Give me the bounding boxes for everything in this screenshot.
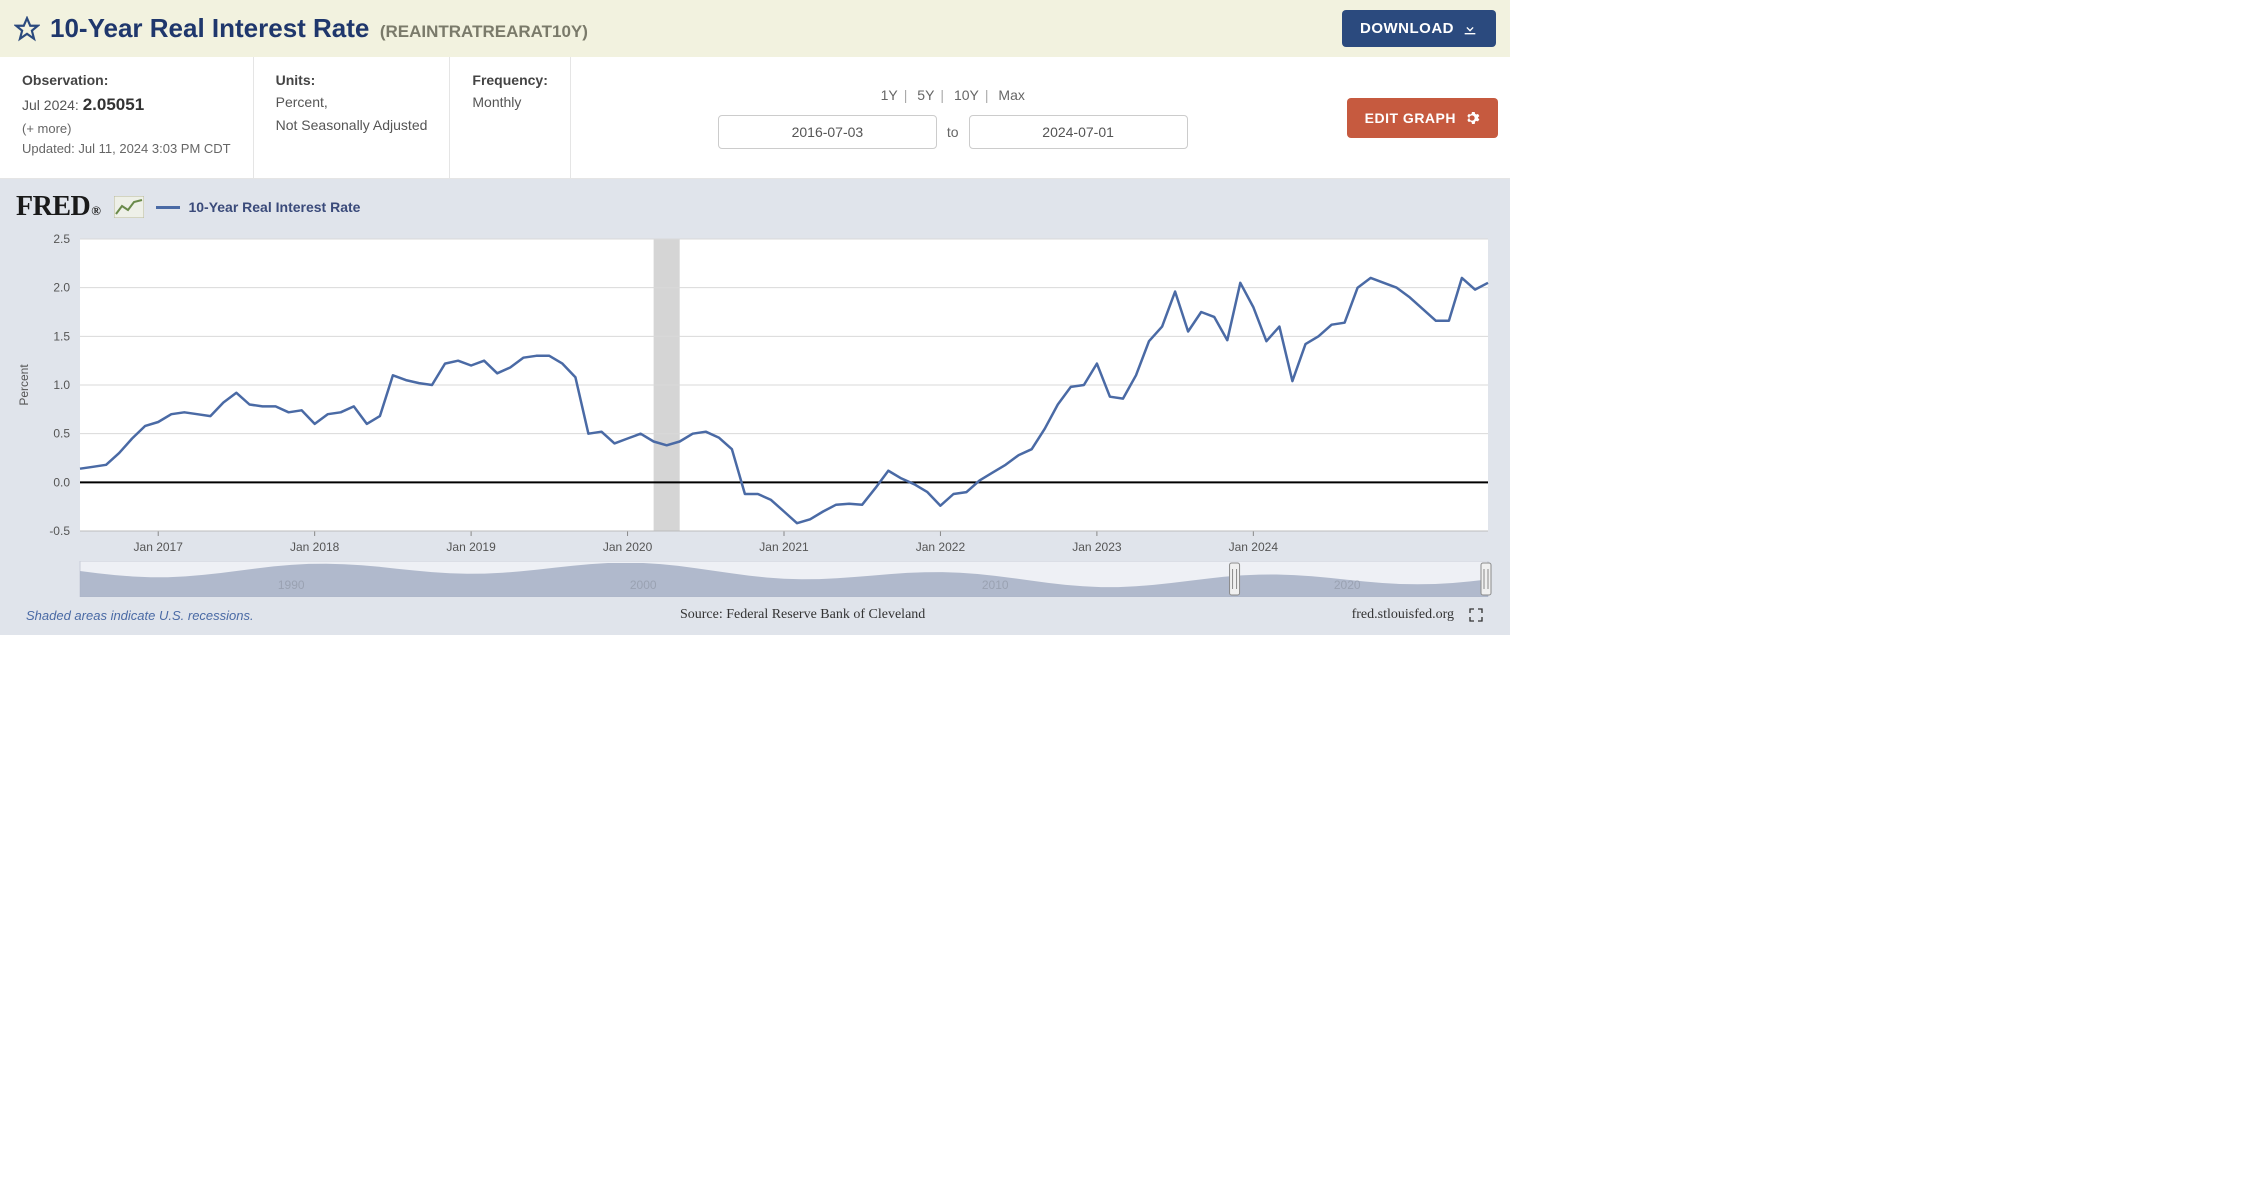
- download-label: DOWNLOAD: [1360, 20, 1454, 37]
- download-icon: [1462, 21, 1478, 37]
- svg-text:Jan 2024: Jan 2024: [1229, 540, 1279, 554]
- units-cell: Units: Percent, Not Seasonally Adjusted: [254, 57, 451, 178]
- svg-text:Jan 2022: Jan 2022: [916, 540, 966, 554]
- date-inputs: to: [718, 115, 1188, 149]
- edit-graph-button[interactable]: EDIT GRAPH: [1347, 98, 1498, 138]
- range-1y[interactable]: 1Y: [881, 87, 898, 103]
- svg-text:Jan 2020: Jan 2020: [603, 540, 653, 554]
- meta-row: Observation: Jul 2024: 2.05051 (+ more) …: [0, 57, 1510, 179]
- quick-range: 1Y| 5Y| 10Y| Max: [881, 87, 1025, 103]
- svg-text:Jan 2023: Jan 2023: [1072, 540, 1122, 554]
- svg-text:1.0: 1.0: [53, 378, 70, 392]
- svg-text:2020: 2020: [1334, 578, 1361, 592]
- series-title: 10-Year Real Interest Rate: [50, 13, 369, 43]
- series-heading: 10-Year Real Interest Rate (REAINTRATREA…: [50, 13, 588, 44]
- title-left: 10-Year Real Interest Rate (REAINTRATREA…: [14, 13, 588, 44]
- units-value-1: Percent,: [276, 91, 428, 113]
- svg-text:2.5: 2.5: [53, 232, 70, 246]
- observation-date: Jul 2024:: [22, 97, 79, 113]
- svg-text:1.5: 1.5: [53, 330, 70, 344]
- source-note: Source: Federal Reserve Bank of Clevelan…: [680, 607, 925, 623]
- chart-legend: 10-Year Real Interest Rate: [156, 199, 360, 215]
- units-label: Units:: [276, 69, 428, 91]
- units-value-2: Not Seasonally Adjusted: [276, 114, 428, 136]
- svg-text:0.0: 0.0: [53, 476, 70, 490]
- frequency-value: Monthly: [472, 91, 547, 113]
- site-note: fred.stlouisfed.org: [1352, 607, 1454, 623]
- download-button[interactable]: DOWNLOAD: [1342, 10, 1496, 47]
- observation-more[interactable]: (+ more): [22, 119, 231, 140]
- svg-text:Jan 2021: Jan 2021: [759, 540, 809, 554]
- svg-text:Percent: Percent: [17, 364, 31, 406]
- range-max[interactable]: Max: [998, 87, 1024, 103]
- range-5y[interactable]: 5Y: [917, 87, 934, 103]
- chart-footer: Shaded areas indicate U.S. recessions. S…: [10, 597, 1500, 627]
- date-to-input[interactable]: [969, 115, 1188, 149]
- range-cell: 1Y| 5Y| 10Y| Max to: [571, 57, 1335, 178]
- svg-text:2010: 2010: [982, 578, 1009, 592]
- recession-note: Shaded areas indicate U.S. recessions.: [26, 608, 254, 623]
- svg-text:Jan 2019: Jan 2019: [446, 540, 496, 554]
- svg-text:1990: 1990: [278, 578, 305, 592]
- svg-text:0.5: 0.5: [53, 427, 70, 441]
- observation-value: 2.05051: [83, 95, 144, 114]
- fred-chartlet-icon: [114, 196, 144, 218]
- svg-text:Jan 2017: Jan 2017: [134, 540, 184, 554]
- svg-text:-0.5: -0.5: [49, 524, 70, 538]
- legend-line-swatch: [156, 206, 180, 209]
- observation-cell: Observation: Jul 2024: 2.05051 (+ more) …: [0, 57, 254, 178]
- svg-text:2000: 2000: [630, 578, 657, 592]
- chart-area: FRED® 10-Year Real Interest Rate -0.5 0.0…: [0, 179, 1510, 635]
- legend-label: 10-Year Real Interest Rate: [188, 199, 360, 215]
- svg-text:2.0: 2.0: [53, 281, 70, 295]
- main-chart[interactable]: -0.5 0.0 0.5 1.0 1.5 2.0 2.5 Jan 2017 Jan 2018 Ja…: [10, 231, 1500, 561]
- updated-label: Updated:: [22, 141, 75, 156]
- to-label: to: [947, 124, 959, 140]
- star-icon[interactable]: [14, 16, 40, 42]
- svg-text:Jan 2018: Jan 2018: [290, 540, 340, 554]
- updated-value: Jul 11, 2024 3:03 PM CDT: [78, 141, 230, 156]
- fred-logo: FRED®: [16, 191, 100, 223]
- fullscreen-icon[interactable]: [1468, 607, 1484, 623]
- overview-chart[interactable]: 1990 2000 2010 2020: [10, 561, 1500, 597]
- title-bar: 10-Year Real Interest Rate (REAINTRATREA…: [0, 0, 1510, 57]
- frequency-label: Frequency:: [472, 69, 547, 91]
- chart-header: FRED® 10-Year Real Interest Rate: [10, 189, 1500, 231]
- date-from-input[interactable]: [718, 115, 937, 149]
- range-10y[interactable]: 10Y: [954, 87, 979, 103]
- gear-icon: [1464, 110, 1480, 126]
- observation-label: Observation:: [22, 69, 231, 91]
- edit-cell: EDIT GRAPH: [1335, 57, 1510, 178]
- frequency-cell: Frequency: Monthly: [450, 57, 570, 178]
- series-id: (REAINTRATREARAT10Y): [380, 22, 588, 41]
- edit-graph-label: EDIT GRAPH: [1365, 110, 1456, 126]
